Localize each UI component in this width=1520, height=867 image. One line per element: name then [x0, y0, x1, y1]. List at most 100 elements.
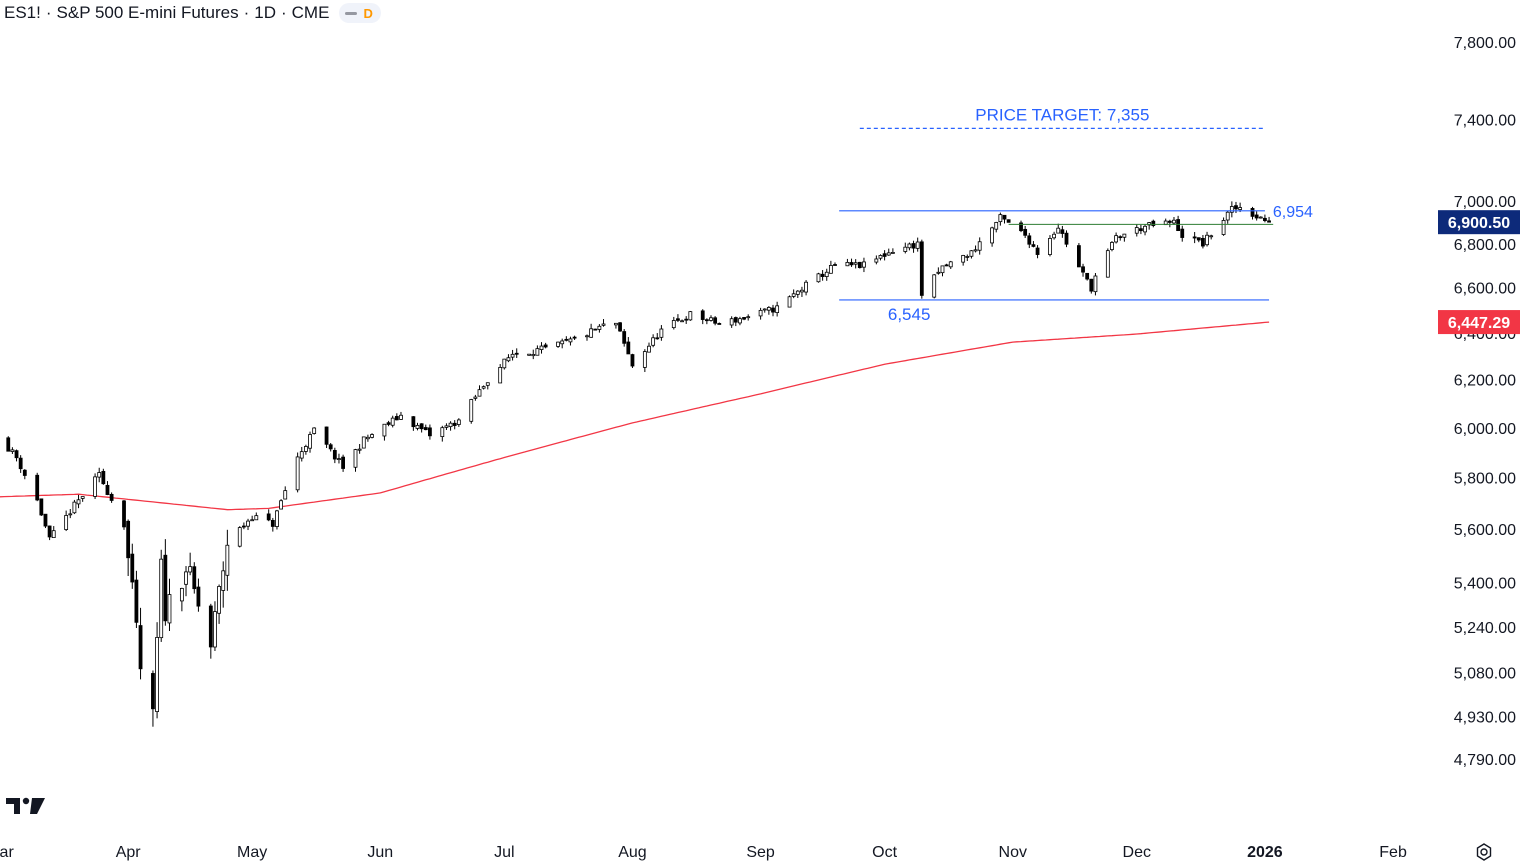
candle[interactable] — [217, 584, 221, 624]
moving-average-badge[interactable] — [1438, 310, 1520, 335]
candle[interactable] — [270, 517, 275, 532]
candle[interactable] — [585, 334, 589, 341]
candle[interactable] — [1225, 210, 1230, 224]
candle[interactable] — [671, 316, 676, 330]
candle[interactable] — [998, 212, 1003, 226]
candle[interactable] — [1056, 223, 1061, 234]
candle[interactable] — [1205, 231, 1209, 247]
candle[interactable] — [444, 423, 449, 430]
candle[interactable] — [717, 322, 722, 325]
candle[interactable] — [990, 226, 994, 247]
candle[interactable] — [911, 240, 916, 253]
candle[interactable] — [539, 342, 544, 354]
candle[interactable] — [618, 322, 622, 332]
candle[interactable] — [506, 354, 511, 363]
candle[interactable] — [6, 436, 11, 452]
candle[interactable] — [1031, 241, 1036, 248]
candle[interactable] — [738, 316, 742, 326]
candle[interactable] — [299, 446, 304, 462]
candle[interactable] — [428, 424, 432, 440]
candle[interactable] — [241, 522, 246, 530]
candle[interactable] — [535, 345, 540, 356]
last-price-badge[interactable] — [1438, 210, 1520, 235]
candle[interactable] — [163, 539, 168, 626]
candle[interactable] — [481, 385, 486, 390]
candle[interactable] — [787, 295, 792, 308]
candle[interactable] — [771, 304, 775, 317]
candle[interactable] — [762, 308, 767, 313]
candle[interactable] — [816, 272, 821, 283]
candle[interactable] — [1201, 235, 1205, 249]
candle[interactable] — [303, 444, 308, 455]
candle[interactable] — [1052, 231, 1056, 240]
candle[interactable] — [1027, 232, 1032, 249]
candle[interactable] — [353, 448, 358, 472]
candle[interactable] — [122, 499, 126, 530]
candle[interactable] — [890, 248, 895, 254]
candle[interactable] — [283, 486, 288, 500]
candle[interactable] — [80, 496, 85, 502]
candle[interactable] — [1085, 272, 1090, 281]
candle[interactable] — [1221, 217, 1226, 236]
candle[interactable] — [208, 603, 213, 659]
candle[interactable] — [18, 455, 23, 473]
candle[interactable] — [134, 570, 139, 629]
candle[interactable] — [101, 468, 106, 485]
candle[interactable] — [857, 261, 862, 269]
candle[interactable] — [630, 353, 635, 369]
candle[interactable] — [312, 427, 317, 435]
candle[interactable] — [254, 512, 259, 521]
candle[interactable] — [1089, 278, 1094, 294]
candle[interactable] — [713, 316, 718, 326]
candle[interactable] — [1151, 219, 1156, 228]
candle[interactable] — [332, 447, 337, 464]
candle[interactable] — [527, 353, 532, 356]
candle[interactable] — [275, 509, 279, 530]
candle[interactable] — [399, 411, 403, 420]
candle[interactable] — [589, 323, 594, 338]
indicator-pill[interactable]: D — [339, 3, 381, 23]
candle[interactable] — [1081, 263, 1085, 277]
candle[interactable] — [167, 578, 172, 632]
candle[interactable] — [758, 307, 763, 320]
candle[interactable] — [994, 221, 999, 233]
candle[interactable] — [1002, 214, 1007, 224]
candle[interactable] — [1180, 225, 1185, 242]
candle[interactable] — [10, 447, 15, 454]
candle[interactable] — [1134, 224, 1139, 237]
candle[interactable] — [452, 420, 457, 430]
candle[interactable] — [357, 444, 362, 454]
candle[interactable] — [622, 329, 627, 347]
candle[interactable] — [915, 237, 920, 252]
candle[interactable] — [411, 416, 416, 431]
candle[interactable] — [225, 529, 230, 591]
candle[interactable] — [473, 394, 478, 401]
annotations-layer[interactable]: PRICE TARGET: 7,355 6,954 6,545 — [839, 105, 1313, 324]
candle[interactable] — [184, 566, 188, 597]
candle[interactable] — [874, 255, 879, 265]
candle[interactable] — [1019, 220, 1023, 233]
candle[interactable] — [266, 509, 271, 522]
candle[interactable] — [47, 525, 52, 541]
candle[interactable] — [704, 318, 709, 325]
candle[interactable] — [51, 526, 56, 539]
candle[interactable] — [1093, 273, 1098, 296]
settings-gear-icon[interactable] — [1474, 842, 1494, 867]
candle[interactable] — [324, 426, 329, 448]
candle[interactable] — [1143, 224, 1147, 236]
candle[interactable] — [498, 364, 503, 384]
candle[interactable] — [213, 601, 217, 651]
candle[interactable] — [448, 421, 453, 431]
candle[interactable] — [882, 250, 887, 261]
candle[interactable] — [419, 423, 424, 433]
candle[interactable] — [105, 481, 110, 496]
candle[interactable] — [709, 315, 713, 322]
candle[interactable] — [39, 498, 44, 516]
candle[interactable] — [138, 607, 143, 680]
candle[interactable] — [804, 280, 808, 296]
candle[interactable] — [849, 258, 854, 267]
candle[interactable] — [1139, 224, 1143, 235]
candle[interactable] — [159, 549, 164, 642]
candle[interactable] — [126, 519, 131, 577]
